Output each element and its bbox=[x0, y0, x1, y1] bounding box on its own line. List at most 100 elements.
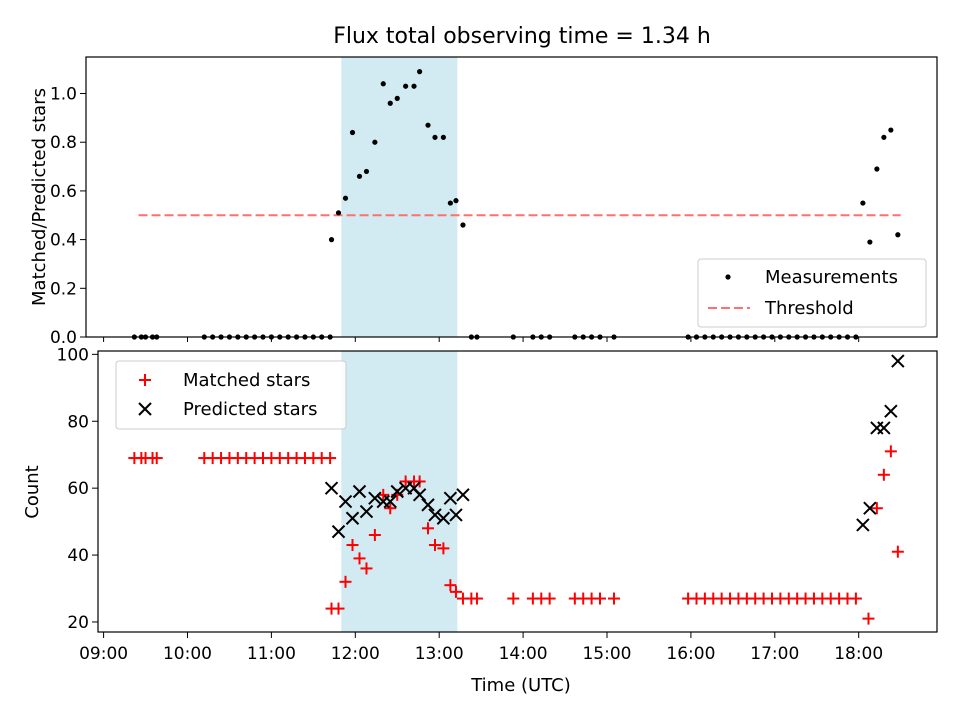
bottom-plot-frame bbox=[97, 350, 938, 633]
legend-predicted-label: Predicted stars bbox=[183, 399, 317, 420]
top-plot-frame bbox=[85, 56, 938, 338]
top-legend: Measurements Threshold bbox=[697, 258, 927, 328]
matched-star-point bbox=[360, 562, 373, 575]
measurement-point bbox=[380, 81, 386, 87]
predicted-star-point bbox=[352, 484, 367, 499]
legend-matched-label: Matched stars bbox=[183, 370, 310, 391]
measurement-point bbox=[453, 198, 459, 204]
bottom-y-tick-label: 80 bbox=[67, 412, 89, 432]
measurement-point bbox=[440, 134, 446, 140]
measurement-point bbox=[387, 100, 393, 106]
measurement-point bbox=[867, 239, 873, 245]
matched-star-point bbox=[150, 452, 163, 465]
measurement-point bbox=[447, 200, 453, 206]
top-y-axis-label: Matched/Predicted stars bbox=[29, 88, 50, 306]
top-panel: 0.0 0.2 0.4 0.6 0.8 1.0 Matched/Predicted sta… bbox=[29, 56, 938, 348]
legend-measurements-label: Measurements bbox=[765, 267, 898, 288]
matched-star-point bbox=[862, 612, 875, 625]
legend-predicted-marker bbox=[138, 402, 152, 416]
matched-star-point bbox=[849, 592, 862, 605]
x-tick-label: 18:00 bbox=[834, 644, 883, 664]
matched-star-point bbox=[339, 575, 352, 588]
measurement-point bbox=[356, 173, 363, 179]
matched-star-point bbox=[384, 502, 397, 515]
predicted-star-point bbox=[331, 524, 346, 539]
matched-star-point bbox=[437, 542, 450, 555]
predicted-star-point bbox=[443, 491, 458, 505]
predicted-star-point bbox=[449, 508, 463, 522]
top-y-tick-label: 1.0 bbox=[50, 85, 77, 105]
legend-measurements-marker bbox=[725, 274, 731, 280]
predicted-star-point bbox=[877, 421, 891, 435]
top-y-tick-label: 0.0 bbox=[50, 328, 77, 348]
predicted-star-point bbox=[456, 488, 470, 502]
measurement-point bbox=[335, 210, 342, 216]
bottom-y-axis-label: Count bbox=[22, 465, 43, 518]
measurement-point bbox=[403, 83, 409, 89]
x-tick-label: 09:00 bbox=[79, 644, 128, 664]
predicted-star-point bbox=[359, 504, 374, 519]
measurement-point bbox=[417, 69, 423, 75]
measurement-point bbox=[888, 127, 894, 133]
x-tick-label: 17:00 bbox=[750, 644, 799, 664]
x-tick-label: 14:00 bbox=[499, 644, 548, 664]
predicted-star-point bbox=[856, 518, 870, 532]
matched-star-point bbox=[422, 522, 435, 535]
measurement-point bbox=[874, 166, 880, 172]
measurement-point bbox=[342, 195, 349, 201]
bottom-y-tick-label: 20 bbox=[67, 613, 89, 633]
predicted-star-point bbox=[324, 481, 339, 495]
matched-star-point bbox=[428, 539, 441, 552]
measurement-point bbox=[372, 139, 378, 145]
bottom-y-tick-label: 60 bbox=[67, 479, 89, 499]
measurement-point bbox=[328, 237, 335, 243]
x-tick-label: 10:00 bbox=[163, 644, 212, 664]
x-tick-label: 11:00 bbox=[247, 644, 296, 664]
measurement-point bbox=[895, 232, 901, 238]
predicted-star-point bbox=[390, 484, 404, 499]
x-tick-label: 13:00 bbox=[415, 644, 464, 664]
predicted-star-point bbox=[891, 354, 905, 368]
matched-star-point bbox=[413, 475, 426, 488]
predicted-star-point bbox=[368, 491, 382, 505]
matched-star-point bbox=[891, 545, 904, 558]
measurement-point bbox=[349, 129, 356, 136]
top-y-tick-label: 0.8 bbox=[50, 133, 77, 153]
bottom-legend: Matched stars Predicted stars bbox=[115, 360, 347, 430]
matched-star-point bbox=[877, 468, 890, 481]
legend-threshold-label: Threshold bbox=[764, 298, 854, 319]
predicted-star-point bbox=[338, 494, 353, 509]
matched-star-point bbox=[470, 592, 483, 605]
predicted-star-point bbox=[436, 511, 451, 525]
matched-star-point bbox=[507, 592, 520, 605]
matched-star-point bbox=[324, 452, 337, 465]
matched-star-point bbox=[353, 552, 366, 565]
x-tick-label: 12:00 bbox=[331, 644, 380, 664]
bottom-panel: 20 40 60 80 100 09:00 10:00 11:00 12:00 13:00 14:… bbox=[22, 345, 938, 696]
matched-star-point bbox=[594, 592, 607, 605]
measurement-point bbox=[363, 168, 370, 175]
matched-star-point bbox=[884, 445, 897, 458]
predicted-star-point bbox=[412, 488, 427, 502]
top-y-tick-label: 0.4 bbox=[50, 231, 77, 251]
predicted-star-point bbox=[884, 404, 898, 418]
predicted-star-point bbox=[428, 508, 442, 522]
matched-star-point bbox=[444, 579, 457, 592]
measurement-point bbox=[432, 134, 438, 140]
matched-star-point bbox=[346, 539, 359, 552]
predicted-star-point bbox=[383, 494, 397, 509]
matched-star-point bbox=[870, 502, 883, 515]
x-axis-label: Time (UTC) bbox=[470, 675, 571, 696]
predicted-star-point bbox=[345, 511, 360, 525]
matched-star-point bbox=[368, 528, 381, 541]
top-y-tick-label: 0.2 bbox=[50, 279, 77, 299]
x-tick-label: 16:00 bbox=[666, 644, 715, 664]
predicted-star-point bbox=[421, 498, 435, 512]
bottom-y-tick-label: 100 bbox=[57, 345, 89, 365]
matched-star-point bbox=[607, 592, 620, 605]
matched-star-point bbox=[449, 585, 462, 598]
matched-star-point bbox=[543, 592, 556, 605]
measurement-point bbox=[881, 134, 887, 140]
measurement-point bbox=[411, 83, 417, 89]
